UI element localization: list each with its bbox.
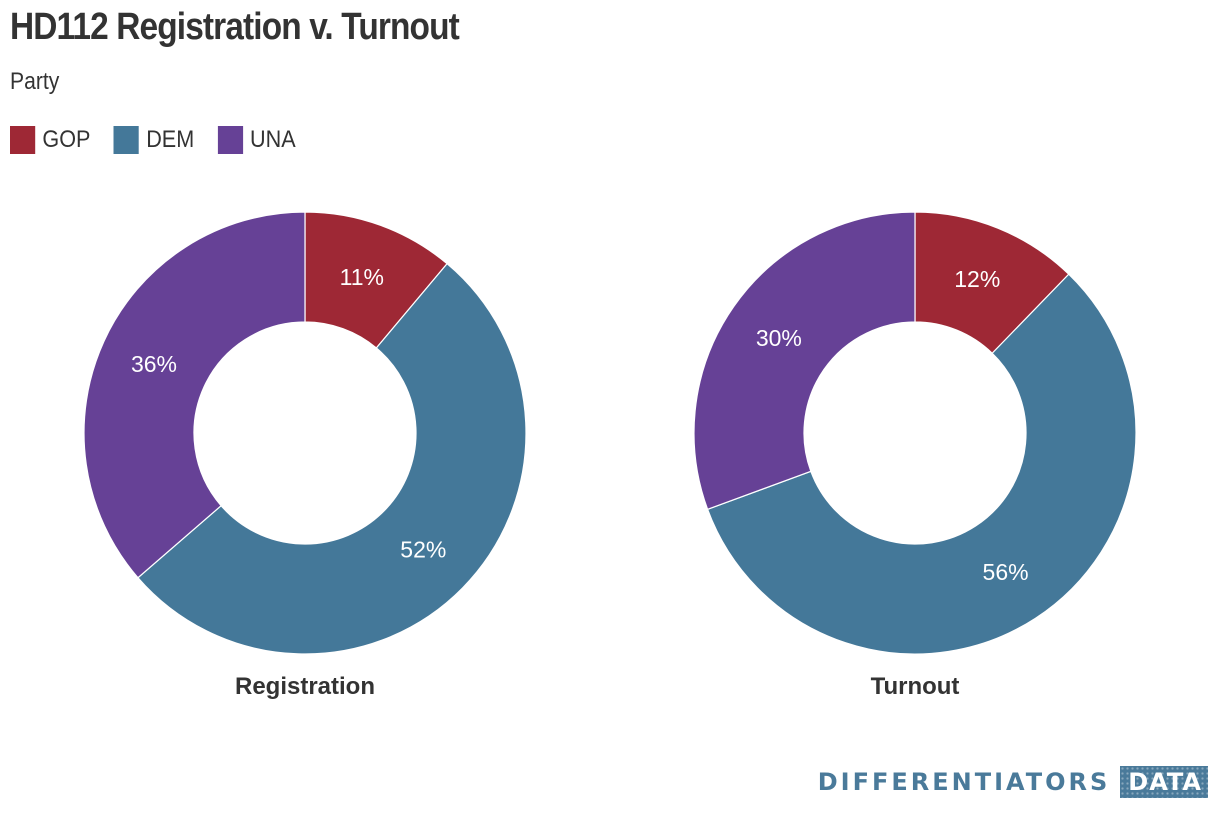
slice-label-turnout-dem: 56%: [983, 559, 1029, 585]
legend-label-dem: DEM: [146, 126, 195, 153]
slice-registration-una[interactable]: [83, 211, 306, 579]
legend: GOP DEM UNA: [10, 126, 296, 154]
legend-label-gop: GOP: [42, 126, 91, 153]
slice-turnout-una[interactable]: [693, 211, 916, 511]
slice-label-turnout-gop: 12%: [954, 266, 1000, 292]
brand-logo-word: DIFFERENTIATORS: [817, 768, 1111, 796]
legend-item-dem[interactable]: DEM: [113, 126, 195, 154]
slice-registration-dem[interactable]: [137, 262, 527, 655]
brand-logo: DIFFERENTIATORS DATA: [818, 766, 1208, 798]
legend-label-una: UNA: [250, 126, 296, 153]
chart-subtitle: Party: [10, 68, 60, 95]
slice-label-turnout-una: 30%: [756, 325, 802, 351]
donut-chart-registration: 11% 52% 36% Registration: [83, 211, 527, 700]
slice-turnout-dem[interactable]: [706, 273, 1137, 655]
slice-label-registration-gop: 11%: [340, 264, 384, 290]
legend-item-gop[interactable]: GOP: [10, 126, 90, 154]
legend-item-una[interactable]: UNA: [217, 126, 296, 154]
donut-chart-turnout: 12% 56% 30% Turnout: [693, 211, 1137, 700]
chart-subtitle-registration: Registration: [235, 673, 375, 700]
slice-label-registration-una: 36%: [131, 351, 177, 377]
legend-swatch-una: [217, 126, 243, 154]
legend-swatch-dem: [113, 126, 140, 154]
chart-title: HD112 Registration v. Turnout: [10, 6, 460, 48]
brand-logo-box: DATA: [1120, 766, 1208, 798]
slice-label-registration-dem: 52%: [400, 536, 446, 562]
chart-subtitle-turnout: Turnout: [871, 673, 960, 700]
legend-swatch-gop: [10, 126, 36, 154]
